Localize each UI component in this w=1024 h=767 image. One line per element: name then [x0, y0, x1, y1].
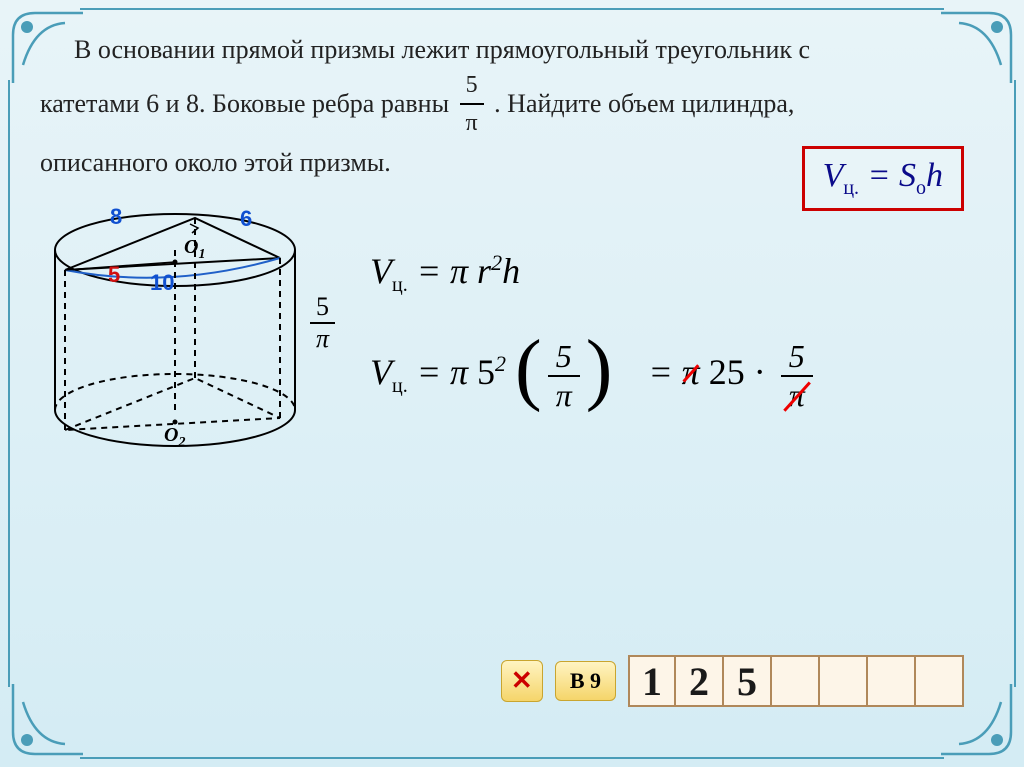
problem-line1: В основании прямой призмы лежит прямоуго… [40, 30, 984, 69]
problem-line3: описанного около этой призмы. [40, 148, 391, 177]
cancelled-pi: π [682, 351, 700, 393]
answer-cell[interactable] [820, 655, 868, 707]
border-left [8, 80, 10, 687]
equation-volume-substituted: Vц. = π 52 ( 5 π ) = π 25 · 5 π [370, 330, 819, 421]
problem-line2a: катетами 6 и 8. Боковые ребра равны [40, 89, 456, 118]
label-hypotenuse-10: 10 [150, 270, 174, 296]
answer-cell[interactable]: 1 [628, 655, 676, 707]
answer-row: ✕ В 9 1 2 5 [501, 655, 964, 707]
clear-button[interactable]: ✕ [501, 660, 543, 702]
problem-line2b: . Найдите объем цилиндра, [494, 89, 794, 118]
equation-volume-general: Vц. = π r2h [370, 250, 520, 297]
label-center-o2: О2 [164, 424, 185, 451]
height-label: 5 π [306, 294, 339, 356]
label-radius-5: 5 [108, 262, 120, 288]
label-cathetus-8: 8 [110, 204, 122, 230]
fraction-5-over-pi-cancelled: 5 π [781, 338, 813, 414]
volume-formula-box: Vц. = Sоh [802, 146, 964, 211]
label-cathetus-6: 6 [240, 206, 252, 232]
answer-cell[interactable]: 2 [676, 655, 724, 707]
fraction-5-over-pi: 5 π [548, 338, 580, 414]
border-top [80, 8, 944, 10]
corner-decoration [5, 682, 85, 762]
task-label: В 9 [555, 661, 616, 701]
answer-cells: 1 2 5 [628, 655, 964, 707]
border-bottom [80, 757, 944, 759]
height-fraction: 5 π [460, 67, 484, 141]
cylinder-prism-diagram: 8 6 5 10 О1 О2 5 π [40, 200, 340, 480]
answer-cell[interactable]: 5 [724, 655, 772, 707]
answer-cell[interactable] [868, 655, 916, 707]
border-right [1014, 80, 1016, 687]
label-center-o1: О1 [184, 236, 205, 263]
answer-cell[interactable] [916, 655, 964, 707]
answer-cell[interactable] [772, 655, 820, 707]
